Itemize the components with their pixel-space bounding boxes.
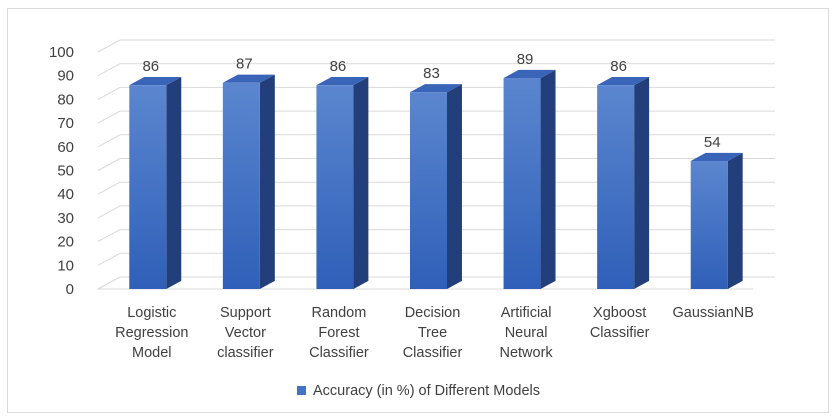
gridline-depth — [97, 134, 121, 148]
bar — [410, 92, 447, 289]
data-label: 83 — [423, 65, 440, 82]
bar-side — [540, 69, 556, 289]
bar-top — [690, 152, 743, 162]
bar-side — [634, 77, 650, 290]
bar — [597, 85, 635, 290]
x-tick-label: Logistic Regression Model — [115, 305, 188, 361]
legend-swatch — [297, 386, 306, 395]
x-tick-label-line: Network — [499, 345, 553, 361]
x-tick-label-line: Regression — [115, 325, 188, 341]
gridline-depth — [97, 63, 121, 77]
bar — [503, 78, 541, 289]
x-tick-label-line: classifier — [217, 345, 274, 361]
y-tick-label: 30 — [57, 210, 74, 227]
bar-top — [597, 77, 650, 86]
bar-top — [222, 74, 275, 83]
x-tick-label-line: Model — [132, 345, 172, 361]
x-tick-label-line: GaussianNB — [673, 305, 754, 321]
bar-top — [316, 77, 369, 86]
bar-side — [166, 77, 182, 290]
x-tick-label-line: Artificial — [501, 305, 552, 321]
legend-label: Accuracy (in %) of Different Models — [313, 383, 540, 399]
x-tick-label-line: Logistic — [127, 305, 176, 321]
gridline-depth — [97, 86, 121, 100]
x-tick-label-line: Tree — [418, 325, 447, 341]
gridline-depth — [97, 181, 121, 195]
y-tick-label: 10 — [57, 257, 74, 274]
y-tick-label: 90 — [57, 68, 74, 85]
y-tick-label: 0 — [66, 281, 74, 298]
chart-frame: 0 10 20 30 40 50 60 70 80 90 100 86 Logistic Regressi… — [7, 8, 829, 413]
x-tick-label-line: Random — [312, 305, 367, 321]
gridline-depth — [97, 158, 121, 171]
y-tick-label: 80 — [57, 91, 74, 108]
bar-top — [503, 69, 556, 79]
gridline-depth — [97, 205, 121, 219]
gridline-depth — [97, 229, 121, 243]
data-label: 86 — [330, 58, 347, 75]
x-tick-label: GaussianNB — [673, 305, 754, 321]
data-label: 86 — [142, 58, 159, 75]
x-tick-label-line: Xgboost — [593, 305, 646, 321]
bar — [129, 85, 167, 290]
gridline-depth — [97, 252, 121, 266]
x-tick-label-line: Forest — [318, 325, 359, 341]
bar-side — [353, 77, 369, 290]
data-label: 89 — [517, 51, 534, 68]
bar-top — [129, 77, 182, 86]
y-tick-label: 70 — [57, 115, 74, 132]
x-tick-label: Random Forest Classifier — [309, 305, 369, 361]
x-tick-label-line: Classifier — [403, 345, 463, 361]
x-tick-label-line: Classifier — [590, 325, 650, 341]
bar-side — [259, 74, 275, 290]
x-tick-label: Xgboost Classifier — [590, 305, 650, 341]
gridline-depth — [97, 276, 121, 290]
bar — [222, 82, 260, 289]
y-tick-label: 60 — [57, 139, 74, 156]
data-label: 87 — [236, 56, 253, 73]
data-label: 54 — [704, 134, 721, 151]
legend: Accuracy (in %) of Different Models — [297, 383, 540, 399]
x-tick-label: Artificial Neural Network — [499, 305, 553, 361]
x-tick-label: Decision Tree Classifier — [403, 305, 463, 361]
x-tick-label: Support Vector classifier — [217, 305, 274, 361]
y-tick-label: 50 — [57, 163, 74, 180]
data-label: 86 — [610, 58, 627, 75]
gridline-depth — [97, 110, 121, 124]
x-tick-label-line: Decision — [405, 305, 461, 321]
x-tick-label-line: Classifier — [309, 345, 369, 361]
x-tick-label-line: Vector — [225, 325, 266, 341]
y-tick-label: 20 — [57, 234, 74, 251]
gridline-depth — [97, 39, 121, 53]
y-tick-label: 100 — [49, 44, 74, 61]
bar-chart: 0 10 20 30 40 50 60 70 80 90 100 86 Logistic Regressi… — [49, 39, 775, 399]
bar-top — [410, 84, 462, 93]
x-tick-label-line: Support — [220, 305, 271, 321]
bar — [316, 85, 354, 290]
y-tick-label: 40 — [57, 186, 74, 203]
bar-side — [727, 152, 743, 289]
x-tick-label-line: Neural — [505, 325, 548, 341]
bar-side — [447, 84, 462, 289]
bar — [690, 161, 728, 289]
